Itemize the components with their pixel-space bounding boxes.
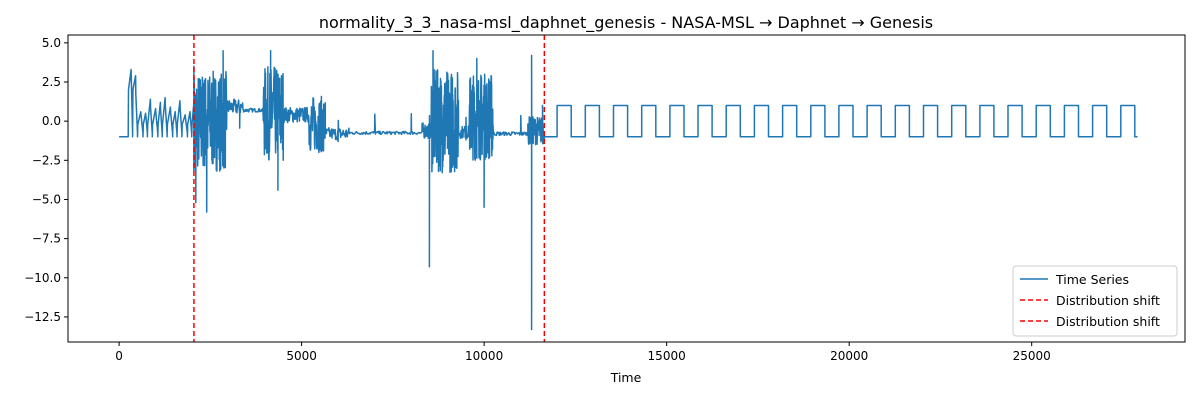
x-tick-label: 10000 [465, 349, 503, 363]
legend-frame [1012, 265, 1178, 337]
y-tick-label: 0.0 [42, 114, 61, 128]
x-tick-label: 15000 [648, 349, 686, 363]
y-tick-label: −12.5 [24, 310, 61, 324]
x-tick-label: 20000 [830, 349, 868, 363]
plot-area [67, 34, 1186, 343]
legend: Time Series Distribution shift Distribut… [1012, 265, 1178, 337]
y-tick-label: −2.5 [32, 153, 61, 167]
y-tick-label: −5.0 [32, 192, 61, 206]
series-layer [119, 49, 1138, 331]
x-axis-label: Time [610, 370, 642, 385]
x-axis: 0 5000 10000 15000 20000 25000 [115, 342, 1051, 363]
x-tick-label: 0 [115, 349, 123, 363]
chart-title: normality_3_3_nasa-msl_daphnet_genesis -… [319, 13, 933, 33]
legend-label-shift-2: Distribution shift [1056, 314, 1160, 329]
legend-label-series: Time Series [1055, 272, 1129, 287]
series-line-time-series [119, 49, 1138, 331]
x-tick-label: 25000 [1013, 349, 1051, 363]
y-tick-label: 5.0 [42, 36, 61, 50]
y-axis: 5.0 2.5 0.0 −2.5 −5.0 −7.5 −10.0 −12.5 [24, 36, 68, 324]
plot-frame [67, 34, 1186, 343]
y-tick-label: 2.5 [42, 75, 61, 89]
y-tick-label: −10.0 [24, 271, 61, 285]
y-tick-label: −7.5 [32, 232, 61, 246]
x-tick-label: 5000 [286, 349, 317, 363]
vline-layer [193, 35, 546, 342]
legend-label-shift-1: Distribution shift [1056, 293, 1160, 308]
